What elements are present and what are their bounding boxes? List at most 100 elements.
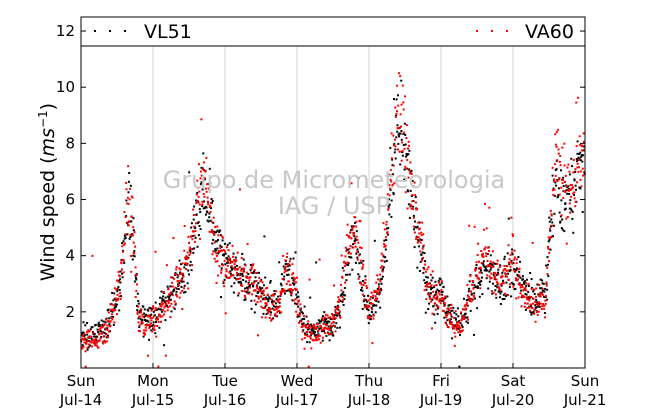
data-point: [226, 243, 229, 246]
data-point: [89, 344, 92, 347]
data-point: [510, 216, 513, 219]
data-point: [237, 292, 240, 295]
data-point: [371, 303, 374, 306]
data-point: [486, 269, 489, 272]
data-point: [166, 309, 169, 312]
data-point: [275, 308, 278, 310]
data-point: [301, 330, 304, 333]
data-point: [436, 312, 439, 315]
data-point: [528, 299, 531, 302]
data-point: [283, 271, 286, 274]
x-tick-date: Jul-14: [59, 391, 103, 409]
data-point: [329, 316, 332, 319]
data-point: [543, 304, 546, 307]
data-point: [405, 153, 408, 155]
y-tick-label: 10: [56, 78, 75, 96]
y-tick-label: 8: [65, 134, 75, 152]
data-point: [269, 297, 271, 300]
data-point: [224, 263, 227, 266]
data-point: [222, 282, 225, 284]
data-point: [250, 299, 253, 302]
data-point: [398, 72, 401, 75]
data-point: [309, 296, 312, 299]
data-point: [148, 326, 151, 328]
data-point: [227, 249, 230, 252]
data-point: [545, 298, 548, 301]
data-point: [277, 298, 280, 301]
data-point: [523, 305, 526, 308]
data-point: [83, 335, 86, 338]
data-point: [101, 323, 104, 326]
data-point: [474, 286, 477, 289]
data-point: [481, 276, 483, 279]
data-point: [487, 246, 490, 249]
data-point: [439, 283, 442, 286]
data-point: [180, 286, 183, 288]
data-point: [524, 286, 527, 289]
data-point: [508, 258, 511, 261]
data-point: [482, 264, 485, 267]
data-point: [196, 192, 199, 194]
data-point: [394, 148, 397, 151]
data-point: [534, 300, 537, 303]
data-point: [360, 261, 363, 264]
data-point: [305, 326, 308, 329]
data-point: [222, 280, 225, 283]
data-point: [411, 180, 414, 182]
data-point: [477, 242, 480, 245]
data-point: [499, 303, 502, 305]
data-point: [126, 202, 129, 205]
data-point: [536, 313, 539, 316]
data-point: [344, 262, 347, 265]
data-point: [356, 256, 359, 259]
data-point: [458, 324, 461, 327]
data-point: [442, 299, 445, 302]
data-point: [484, 267, 487, 270]
data-point: [168, 297, 171, 300]
data-point: [393, 98, 395, 101]
data-point: [516, 273, 519, 276]
data-point: [284, 265, 287, 268]
data-point: [400, 138, 403, 141]
data-point: [151, 325, 154, 327]
data-point: [193, 247, 196, 250]
data-point: [331, 331, 334, 334]
data-point: [568, 173, 571, 176]
data-point: [434, 297, 437, 300]
data-point: [264, 298, 267, 301]
data-point: [482, 262, 485, 265]
data-point: [558, 160, 561, 163]
data-point: [350, 182, 353, 185]
data-point: [432, 290, 435, 293]
data-point: [119, 298, 122, 300]
data-point: [94, 323, 97, 326]
data-point: [543, 307, 546, 310]
data-point: [305, 315, 308, 318]
data-point: [353, 232, 355, 234]
data-point: [191, 264, 194, 266]
data-point: [437, 279, 440, 282]
data-point: [479, 267, 482, 270]
data-point: [217, 274, 219, 277]
data-point: [561, 218, 564, 221]
data-point: [183, 225, 186, 227]
data-point: [129, 236, 132, 238]
data-point: [160, 305, 163, 308]
data-point: [119, 270, 122, 273]
data-point: [256, 287, 259, 290]
data-point: [315, 337, 318, 339]
data-point: [345, 279, 348, 282]
data-point: [502, 282, 505, 285]
data-point: [489, 265, 492, 268]
data-point: [379, 266, 382, 269]
data-point: [566, 216, 569, 218]
data-point: [238, 281, 241, 284]
data-point: [155, 321, 157, 323]
data-point: [221, 235, 224, 238]
data-point: [120, 262, 123, 265]
data-point: [121, 276, 124, 279]
data-point: [363, 303, 366, 306]
data-point: [220, 246, 223, 248]
data-point: [243, 290, 246, 293]
data-point: [111, 310, 114, 313]
